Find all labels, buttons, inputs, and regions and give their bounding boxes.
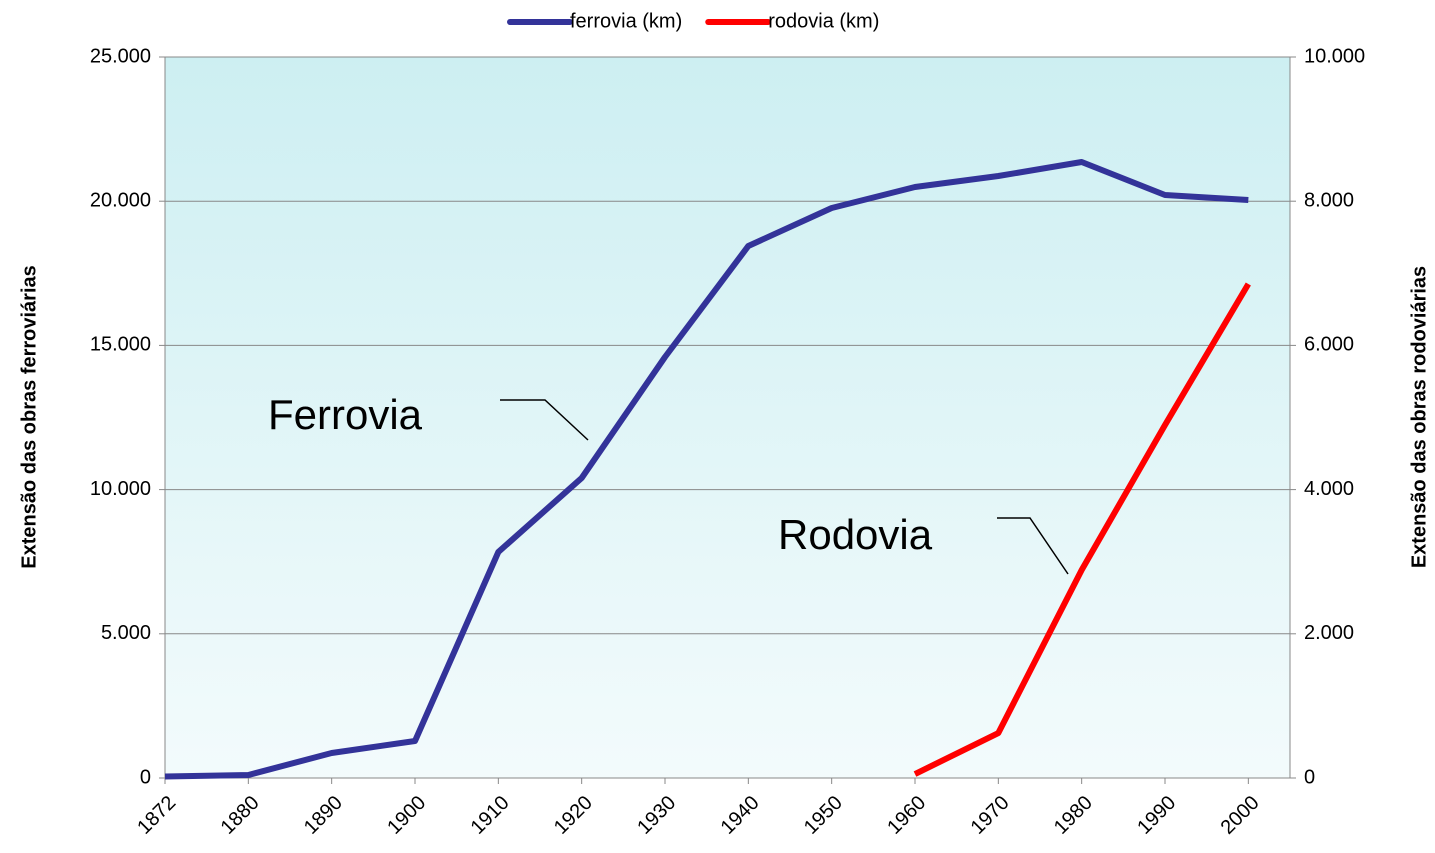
y2-tick-label: 4.000 — [1304, 478, 1354, 500]
x-tick-label: 1900 — [383, 792, 430, 839]
y-tick-label: 25.000 — [90, 45, 151, 67]
y2-tick-label: 8.000 — [1304, 189, 1354, 211]
x-tick-label: 1970 — [967, 792, 1014, 839]
leader-line — [997, 517, 1069, 575]
series-line — [164, 159, 1249, 780]
x-tick-label: 1990 — [1133, 792, 1180, 839]
x-tick-label: 1930 — [633, 792, 680, 839]
x-tick-label: 1910 — [467, 792, 514, 839]
annotation: Ferrovia — [268, 391, 423, 438]
y2-tick-label: 10.000 — [1304, 45, 1365, 67]
y-tick-label: 20.000 — [90, 189, 151, 211]
series-line — [913, 282, 1251, 777]
y-tick-label: 0 — [140, 766, 151, 788]
y-tick-label: 10.000 — [90, 478, 151, 500]
x-tick-label: 1980 — [1050, 792, 1097, 839]
x-tick-label: 1950 — [800, 792, 847, 839]
legend-label: ferrovia (km) — [570, 10, 682, 32]
annotation: Rodovia — [778, 511, 933, 558]
y2-tick-label: 0 — [1304, 766, 1315, 788]
x-tick-label: 1920 — [550, 792, 597, 839]
y-tick-label: 5.000 — [101, 622, 151, 644]
x-tick-label: 1890 — [300, 792, 347, 839]
x-tick-label: 2000 — [1217, 792, 1264, 839]
leader-line — [500, 399, 589, 441]
y2-axis-title: Extensão das obras rodoviárias — [1408, 266, 1430, 568]
x-tick-label: 1880 — [217, 792, 264, 839]
y-tick-label: 15.000 — [90, 334, 151, 356]
legend-label: rodovia (km) — [768, 10, 879, 32]
x-tick-label: 1872 — [133, 792, 180, 839]
y2-tick-label: 6.000 — [1304, 334, 1354, 356]
x-tick-label: 1940 — [717, 792, 764, 839]
x-tick-label: 1960 — [883, 792, 930, 839]
y2-tick-label: 2.000 — [1304, 622, 1354, 644]
plot-area — [164, 56, 1291, 779]
y-axis-title: Extensão das obras ferroviárias — [18, 265, 40, 568]
